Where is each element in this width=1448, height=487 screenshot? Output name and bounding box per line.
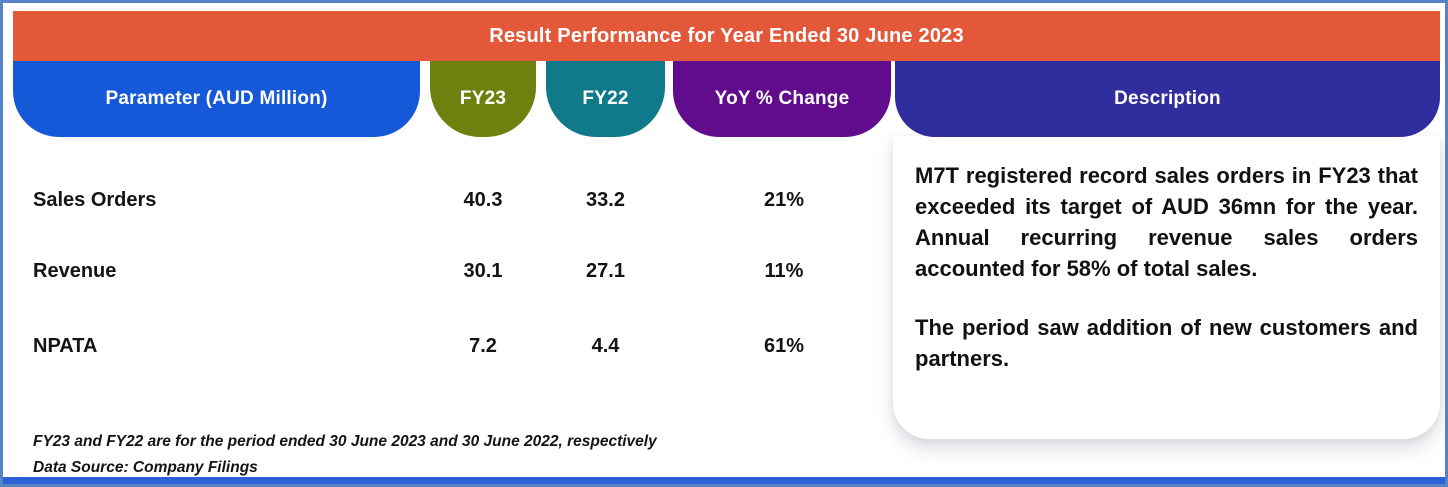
- row-fy23-value: 7.2: [469, 335, 497, 357]
- description-card: M7T registered record sales orders in FY…: [893, 136, 1440, 439]
- column-header-fy22: FY22: [546, 61, 665, 137]
- footnote-period: FY23 and FY22 are for the period ended 3…: [33, 433, 657, 450]
- row-fy22-value: 4.4: [591, 335, 620, 357]
- column-header-description-label: Description: [1114, 88, 1221, 109]
- description-paragraph-1: M7T registered record sales orders in FY…: [915, 163, 1418, 281]
- column-header-yoy: YoY % Change: [673, 61, 891, 137]
- row-fy23-value: 30.1: [463, 260, 503, 282]
- row-fy23-value: 40.3: [463, 189, 503, 211]
- title-bar: Result Performance for Year Ended 30 Jun…: [13, 11, 1440, 61]
- table-row: Sales Orders 40.3 33.2 21%: [3, 189, 901, 219]
- row-fy22-value: 33.2: [586, 189, 625, 211]
- column-gap: [665, 61, 673, 139]
- column-header-description: Description: [895, 61, 1440, 137]
- column-gap: [420, 61, 430, 139]
- column-header-parameter: Parameter (AUD Million): [13, 61, 420, 137]
- row-parameter-label: NPATA: [33, 335, 98, 357]
- footnote-data-source: Data Source: Company Filings: [33, 459, 258, 476]
- bottom-accent-bar: [3, 477, 1445, 484]
- column-header-fy23: FY23: [430, 61, 536, 137]
- table-row: NPATA 7.2 4.4 61%: [3, 335, 901, 365]
- row-fy22-value: 27.1: [586, 260, 625, 282]
- row-parameter-label: Revenue: [33, 260, 117, 282]
- column-header-yoy-label: YoY % Change: [714, 88, 850, 109]
- row-yoy-value: 21%: [763, 189, 805, 211]
- column-header-row: Parameter (AUD Million) FY23 FY22 YoY % …: [13, 61, 1440, 139]
- results-table: Sales Orders 40.3 33.2 21% Revenue 30.1 …: [3, 3, 901, 484]
- page-title: Result Performance for Year Ended 30 Jun…: [489, 24, 964, 47]
- row-yoy-value: 61%: [763, 335, 805, 357]
- table-row: Revenue 30.1 27.1 11%: [3, 260, 901, 290]
- column-header-fy22-label: FY22: [582, 88, 629, 109]
- row-parameter-label: Sales Orders: [33, 189, 157, 211]
- row-yoy-value: 11%: [764, 260, 804, 282]
- column-gap: [536, 61, 546, 139]
- column-header-fy23-label: FY23: [459, 88, 507, 109]
- description-paragraph-2: The period saw addition of new customers…: [915, 315, 1418, 371]
- column-header-parameter-label: Parameter (AUD Million): [105, 88, 328, 109]
